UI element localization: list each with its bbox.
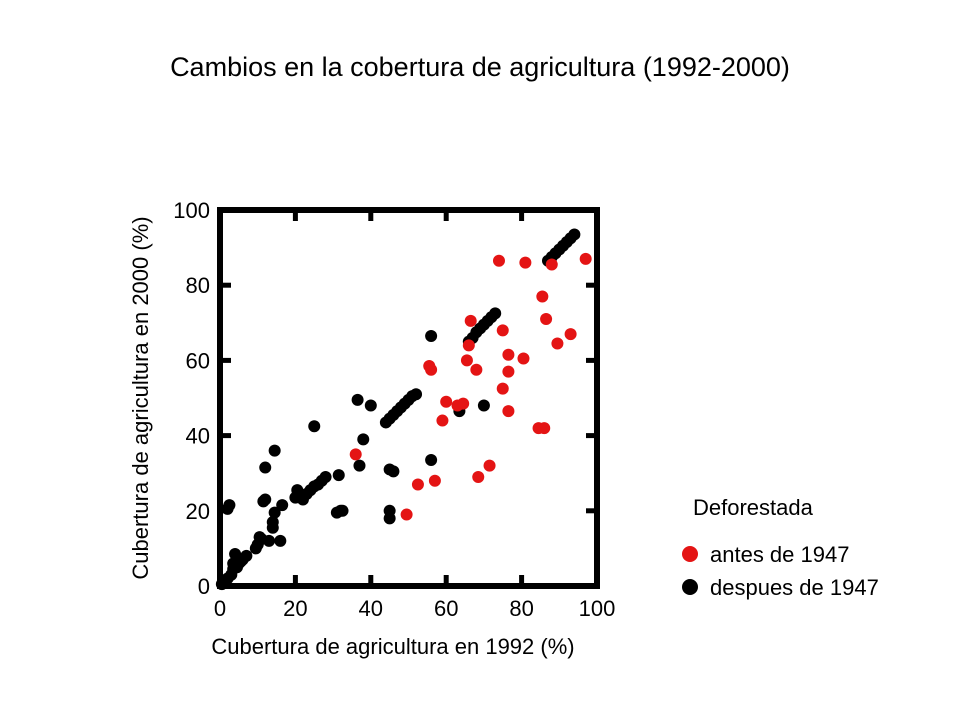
y-tick-label: 100	[173, 198, 210, 223]
legend-marker-antes	[682, 546, 698, 562]
legend-title: Deforestada	[693, 495, 814, 520]
scatter-point	[259, 461, 272, 474]
scatter-point	[308, 420, 321, 433]
scatter-point	[428, 474, 441, 487]
y-tick-label: 80	[186, 273, 210, 298]
scatter-point	[336, 504, 349, 517]
plot-frame	[217, 207, 600, 589]
scatter-point	[519, 256, 532, 269]
legend: Deforestada antes de 1947 despues de 194…	[682, 495, 879, 600]
scatter-point	[496, 324, 509, 337]
y-tick-label: 40	[186, 424, 210, 449]
legend-label-antes: antes de 1947	[710, 542, 849, 567]
scatter-point	[276, 499, 289, 512]
x-tick-label: 100	[579, 596, 616, 621]
x-tick-label: 40	[359, 596, 383, 621]
series-antes-de-1947	[349, 252, 592, 521]
scatter-point	[472, 470, 485, 483]
scatter-point	[496, 382, 509, 395]
x-axis-label: Cubertura de agricultura en 1992 (%)	[211, 634, 574, 659]
y-tick-label: 0	[198, 574, 210, 599]
scatter-point	[274, 534, 287, 547]
y-tick-label: 60	[186, 348, 210, 373]
scatter-point	[436, 414, 449, 427]
scatter-point	[502, 365, 515, 378]
scatter-point	[349, 448, 362, 461]
scatter-point	[489, 307, 502, 320]
scatter-point	[268, 444, 281, 457]
y-tick-label: 20	[186, 499, 210, 524]
scatter-point	[564, 328, 577, 341]
series-despues-de-1947	[215, 228, 581, 591]
scatter-point	[400, 508, 413, 521]
scatter-point	[477, 399, 490, 412]
scatter-point	[545, 258, 558, 271]
scatter-point	[462, 339, 475, 352]
scatter-point	[483, 459, 496, 472]
scatter-point	[259, 493, 272, 506]
x-tick-label: 0	[214, 596, 226, 621]
scatter-point	[425, 454, 438, 467]
scatter-point	[538, 422, 551, 435]
scatter-point	[240, 549, 253, 562]
plot-marks	[215, 228, 592, 591]
scatter-point	[291, 484, 304, 497]
scatter-point	[353, 459, 366, 472]
scatter-point	[457, 397, 470, 410]
scatter-point	[383, 504, 396, 517]
scatter-point	[470, 363, 483, 376]
scatter-point	[540, 313, 553, 326]
axis-ticks: 0 20 40 60 80 100 0 20 40 60 80 100	[173, 198, 615, 621]
x-tick-label: 60	[434, 596, 458, 621]
scatter-point	[223, 499, 236, 512]
scatter-point	[464, 314, 477, 327]
scatter-point	[268, 506, 281, 519]
scatter-point	[502, 405, 515, 418]
scatter-point	[568, 228, 581, 241]
x-tick-label: 20	[283, 596, 307, 621]
chart-title: Cambios en la cobertura de agricultura (…	[170, 52, 790, 82]
scatter-point	[332, 469, 345, 482]
x-tick-label: 80	[509, 596, 533, 621]
scatter-point	[411, 478, 424, 491]
scatter-point	[517, 352, 530, 365]
y-axis-label: Cubertura de agricultura en 2000 (%)	[128, 216, 153, 579]
scatter-point	[410, 388, 423, 401]
scatter-point	[425, 329, 438, 342]
scatter-point	[263, 534, 276, 547]
scatter-point	[364, 399, 377, 412]
scatter-point	[387, 465, 400, 478]
scatter-point	[502, 348, 515, 361]
scatter-point	[440, 395, 453, 408]
scatter-point	[425, 363, 438, 376]
scatter-point	[319, 470, 332, 483]
scatter-point	[492, 254, 505, 267]
scatter-point	[551, 337, 564, 350]
scatter-point	[351, 393, 364, 406]
scatter-point	[460, 354, 473, 367]
scatter-point	[266, 516, 279, 529]
scatter-point	[579, 252, 592, 265]
scatter-point	[357, 433, 370, 446]
legend-label-despues: despues de 1947	[710, 575, 879, 600]
scatter-point	[536, 290, 549, 303]
legend-marker-despues	[682, 579, 698, 595]
